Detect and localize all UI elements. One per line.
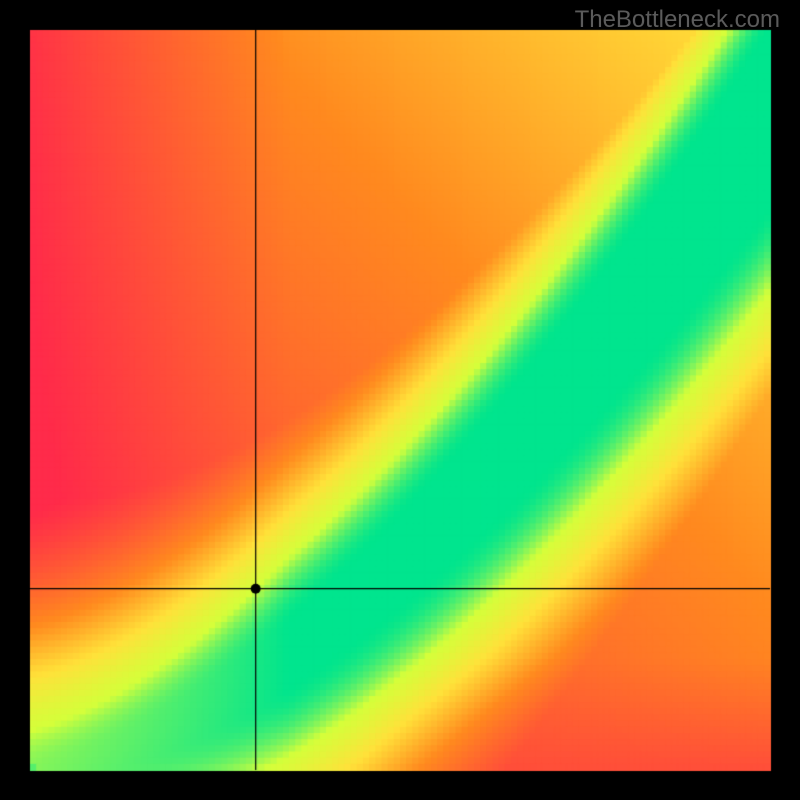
chart-container: TheBottleneck.com: [0, 0, 800, 800]
bottleneck-heatmap: [0, 0, 800, 800]
watermark-text: TheBottleneck.com: [575, 6, 780, 34]
